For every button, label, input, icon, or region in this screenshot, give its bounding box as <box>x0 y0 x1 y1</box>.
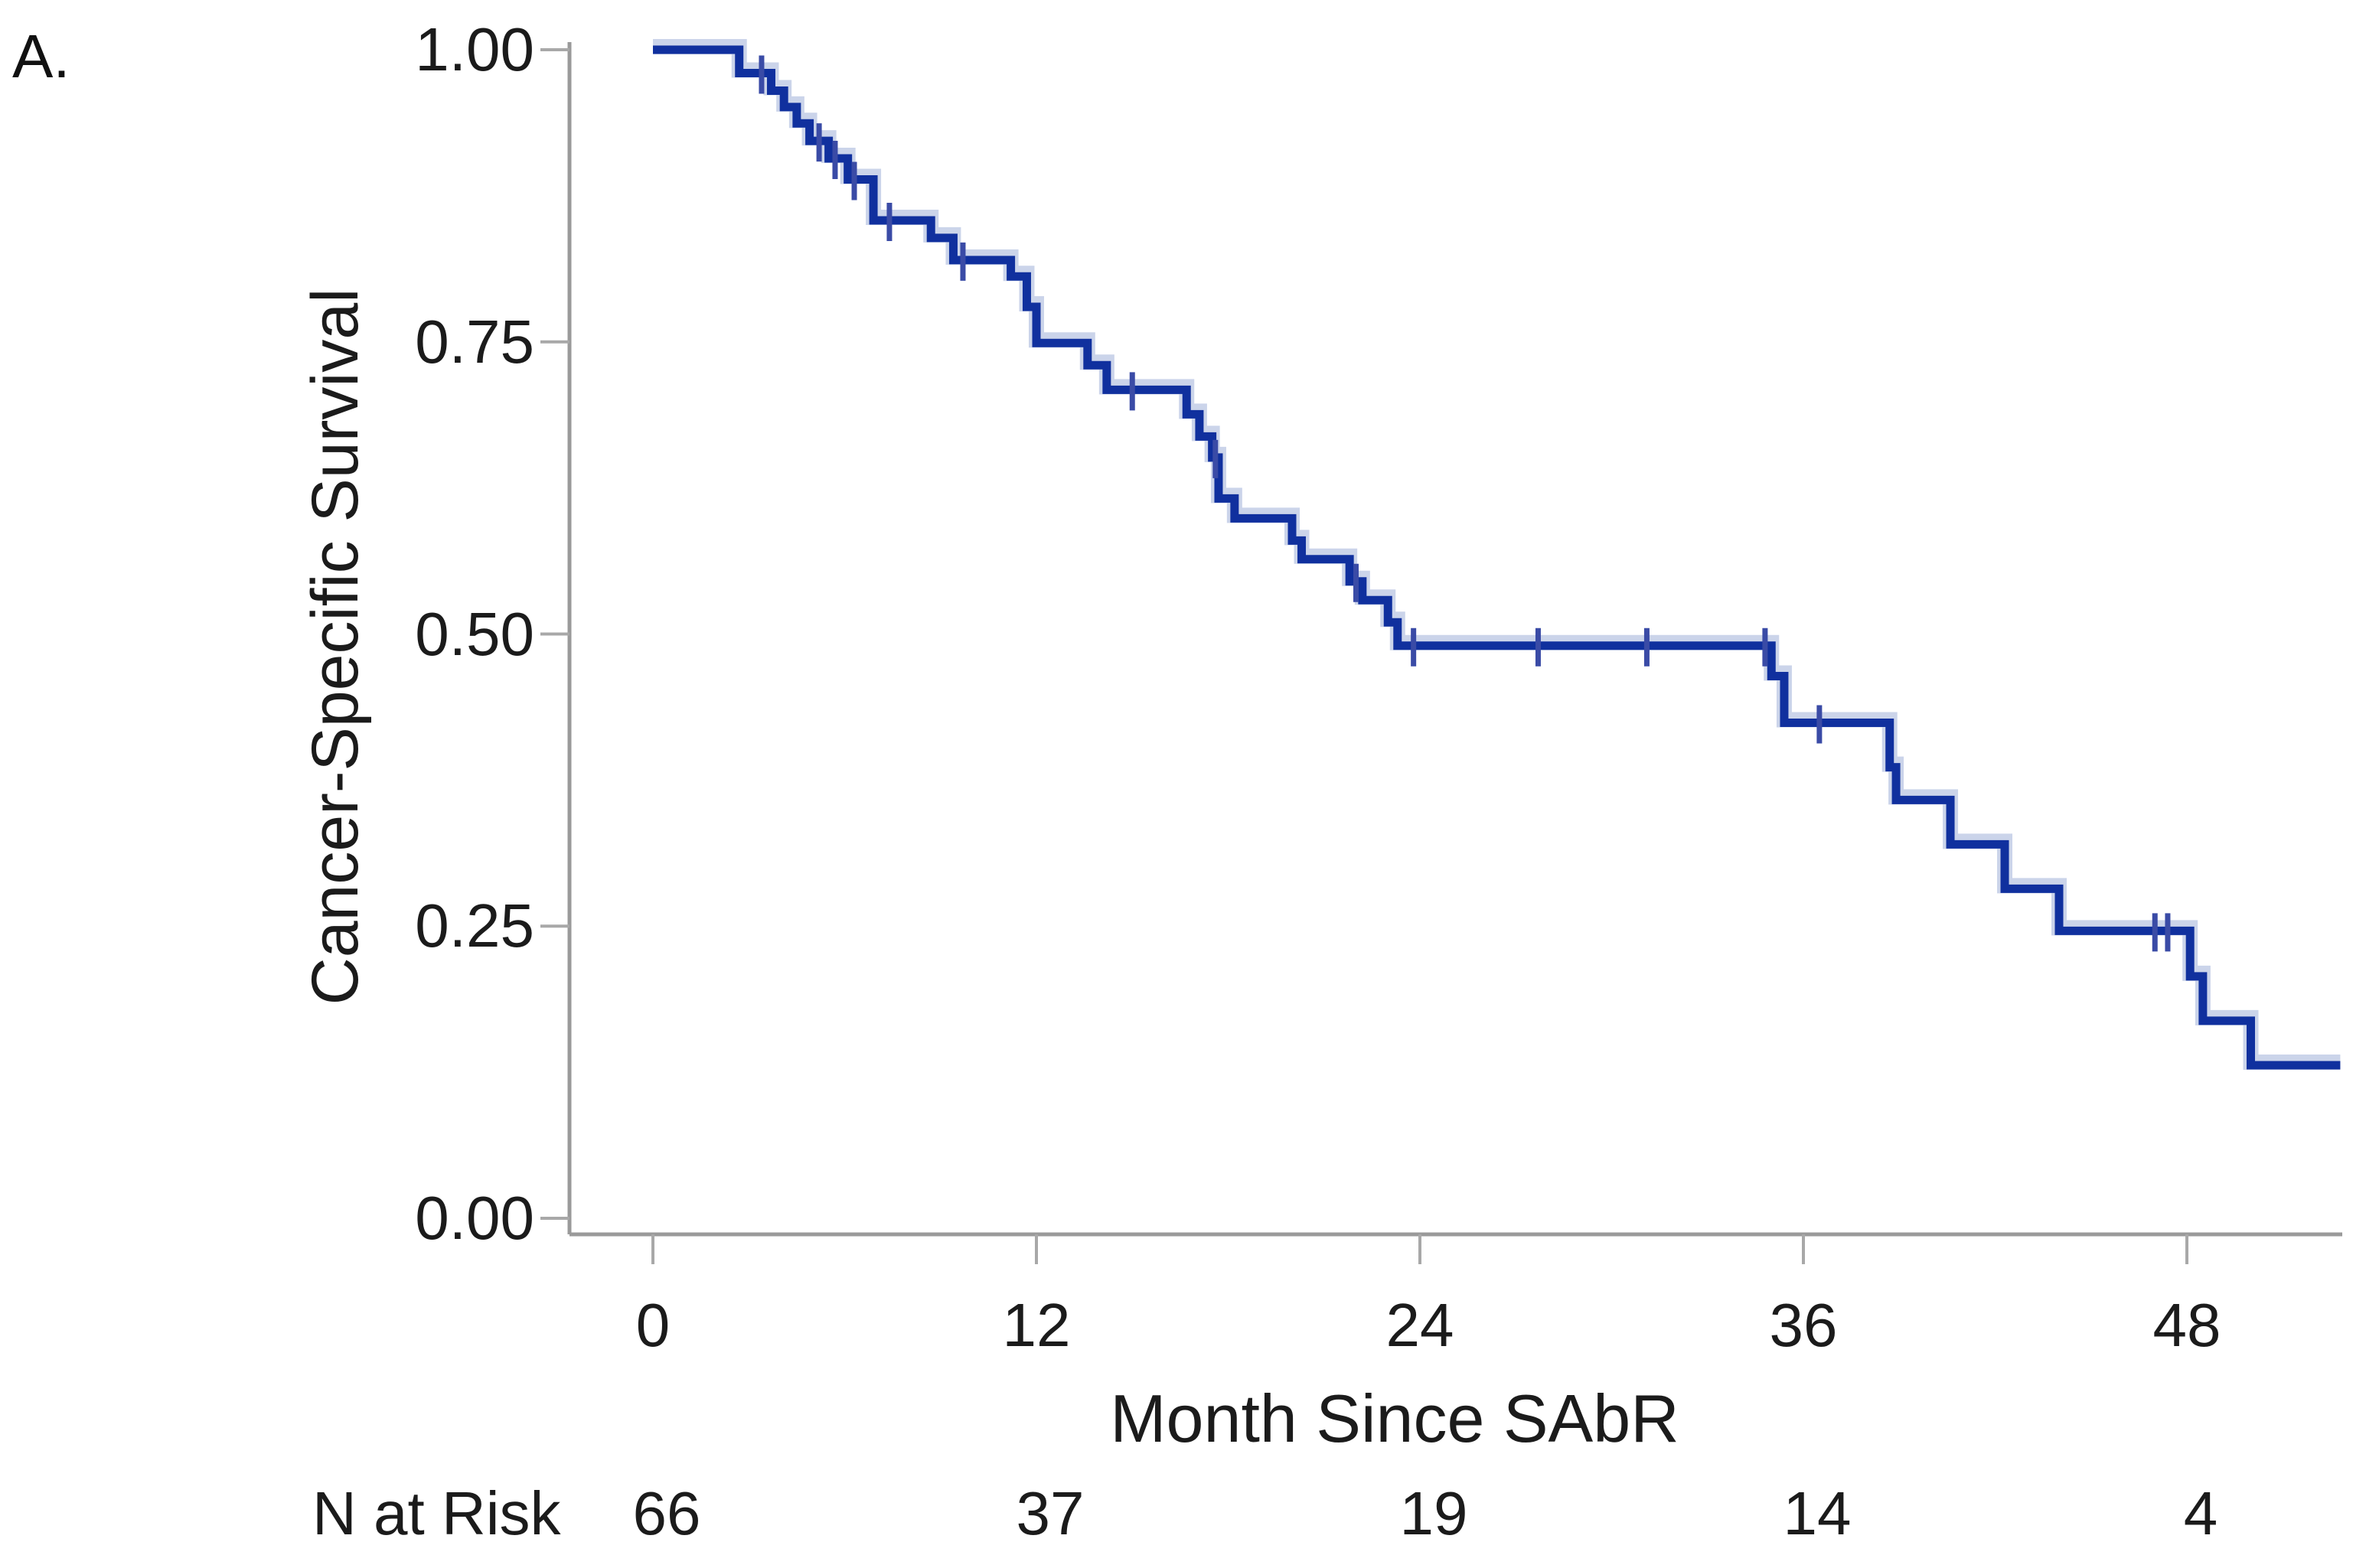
km-curve-halo <box>653 39 2341 1070</box>
x-tick-label: 24 <box>1385 1291 1454 1359</box>
n-at-risk-label: N at Risk <box>312 1479 561 1547</box>
n-at-risk-value: 4 <box>2183 1479 2218 1547</box>
x-axis-title: Month Since SAbR <box>1110 1381 1679 1456</box>
x-tick-label: 36 <box>1769 1291 1838 1359</box>
n-at-risk-value: 19 <box>1399 1479 1468 1547</box>
n-at-risk-value: 14 <box>1783 1479 1852 1547</box>
y-tick-label: 0.50 <box>415 599 534 668</box>
panel-label: A. <box>12 22 70 90</box>
y-tick-label: 1.00 <box>415 15 534 83</box>
n-at-risk-value: 37 <box>1016 1479 1085 1547</box>
x-tick-label: 12 <box>1002 1291 1071 1359</box>
y-tick-label: 0.25 <box>415 892 534 960</box>
x-tick-label: 0 <box>635 1291 671 1359</box>
n-at-risk-value: 66 <box>632 1479 701 1547</box>
km-curve <box>653 45 2341 1070</box>
y-tick-label: 0.75 <box>415 307 534 376</box>
y-tick-label: 0.00 <box>415 1184 534 1252</box>
x-tick-label: 48 <box>2152 1291 2221 1359</box>
